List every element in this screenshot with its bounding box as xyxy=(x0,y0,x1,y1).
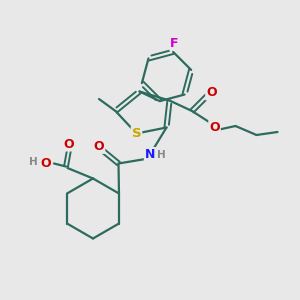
Text: O: O xyxy=(209,121,220,134)
Text: S: S xyxy=(132,127,141,140)
Text: O: O xyxy=(64,137,74,151)
Text: H: H xyxy=(157,150,166,161)
Text: O: O xyxy=(94,140,104,153)
Text: O: O xyxy=(206,86,217,100)
Text: H: H xyxy=(28,157,38,167)
Text: N: N xyxy=(145,148,155,161)
Text: O: O xyxy=(40,157,51,170)
Text: F: F xyxy=(170,37,179,50)
